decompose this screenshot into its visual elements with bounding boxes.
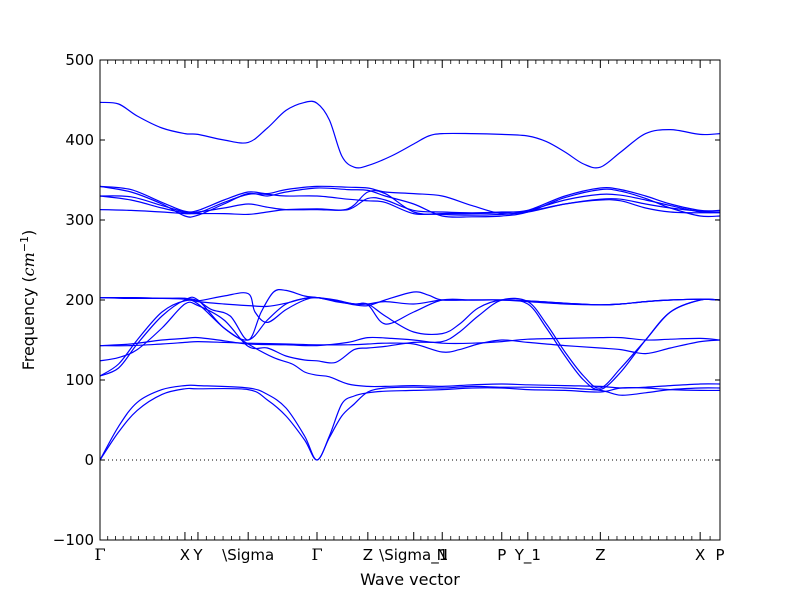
band-line-7 <box>99 339 721 355</box>
band-line-1 <box>99 385 721 461</box>
band-line-5 <box>99 297 721 389</box>
band-line-10 <box>99 288 721 341</box>
y-axis-label-unit: cm <box>19 252 38 276</box>
y-tick-label: 100 <box>65 371 94 389</box>
y-tick-label: 500 <box>65 51 94 69</box>
band-lines <box>99 100 721 461</box>
y-tick-label: 0 <box>84 451 94 469</box>
band-line-11 <box>99 197 721 216</box>
y-tick-label: 300 <box>65 211 94 229</box>
band-line-15 <box>99 193 721 216</box>
y-axis-label: Frequency (cm−1) <box>18 230 38 371</box>
x-tick-label: \Sigma <box>222 546 274 564</box>
x-axis-label: Wave vector <box>360 570 460 589</box>
plot-frame <box>99 59 721 541</box>
y-tick-label: 200 <box>65 291 94 309</box>
x-tick-label: X <box>695 546 705 564</box>
x-tick-label: N <box>437 546 448 564</box>
band-line-13 <box>99 185 721 218</box>
x-tick-label: Γ <box>94 545 105 564</box>
band-line-6 <box>99 336 721 347</box>
band-line-4 <box>99 296 721 391</box>
x-tick-label: Y_1 <box>514 546 541 565</box>
band-line-14 <box>99 185 721 215</box>
minor-ticks <box>107 60 711 540</box>
band-line-12 <box>99 189 721 216</box>
x-tick-label: Γ <box>311 545 322 564</box>
x-tick-label: Z <box>363 546 373 564</box>
y-axis-label-suffix: ) <box>19 230 38 236</box>
y-tick-label: −100 <box>53 531 94 549</box>
band-line-16 <box>99 100 721 169</box>
x-tick-label: X <box>180 546 190 564</box>
x-tick-label: P <box>715 546 724 564</box>
x-tick-label: P <box>497 546 506 564</box>
y-axis-label-prefix: Frequency ( <box>19 276 38 370</box>
y-tick-label: 400 <box>65 131 94 149</box>
x-tick-label: Z <box>595 546 605 564</box>
y-axis-ticks: −100 0 100 200 300 400 500 <box>53 51 720 549</box>
y-axis-label-exponent: −1 <box>18 236 31 252</box>
x-tick-label: Y <box>192 546 203 564</box>
x-tick-label: \Sigma_1 <box>379 546 448 565</box>
x-axis-ticks: Γ X Y \Sigma Γ Z \Sigma_1N P Y_1 Z X P <box>94 60 725 565</box>
band-line-2 <box>99 384 721 461</box>
